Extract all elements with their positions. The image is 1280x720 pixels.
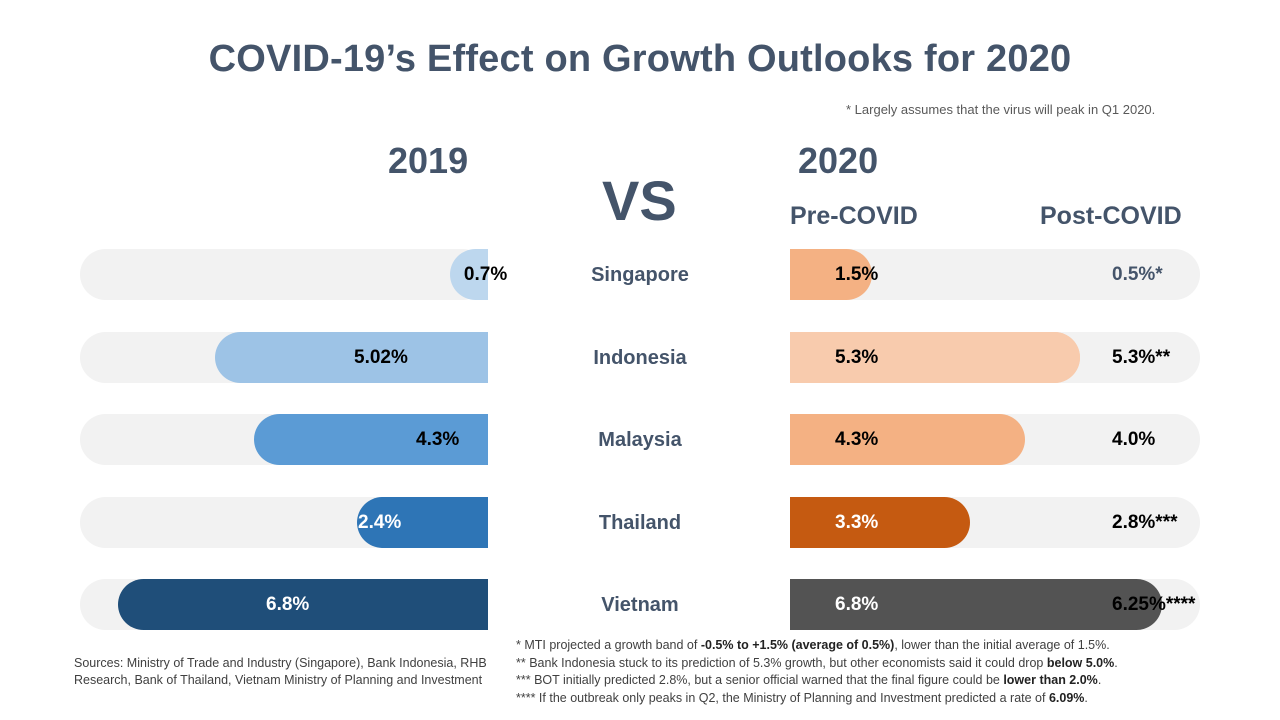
country-indonesia: Indonesia — [593, 346, 687, 369]
country-vietnam: Vietnam — [601, 594, 679, 616]
pre-covid-header: Pre-COVID — [790, 202, 918, 230]
label-post-covid-indonesia: 5.3%** — [1112, 346, 1171, 368]
sources-note: Sources: Ministry of Trade and Industry … — [74, 656, 487, 687]
label-post-covid-singapore: 0.5%* — [1112, 264, 1163, 285]
bar-pre-covid-singapore — [790, 249, 872, 300]
label-pre-covid-thailand: 3.3% — [835, 511, 879, 533]
label-2019-indonesia: 5.02% — [354, 346, 408, 368]
country-singapore: Singapore — [591, 264, 689, 286]
label-2019-singapore: 0.7% — [463, 264, 508, 285]
post-covid-header: Post-COVID — [1040, 202, 1182, 230]
label-post-covid-thailand: 2.8%*** — [1112, 511, 1178, 533]
bar-2019-indonesia — [214, 331, 488, 383]
label-pre-covid-indonesia: 5.3% — [835, 346, 879, 368]
bar-pre-covid-vietnam — [790, 579, 1162, 630]
vs-label: VS — [602, 169, 677, 232]
bar-pre-covid-thailand — [790, 496, 971, 548]
bar-pre-covid-malaysia — [790, 414, 1026, 465]
label-2019-thailand: 2.4% — [358, 511, 402, 533]
label-pre-covid-singapore: 1.5% — [835, 264, 879, 285]
bar-2019-malaysia — [254, 414, 488, 465]
year-2019-header: 2019 — [388, 140, 469, 181]
footnote-3: *** BOT initially predicted 2.8%, but a … — [516, 673, 1102, 687]
bar-2019-thailand — [357, 496, 488, 548]
bar-2019-vietnam — [118, 579, 488, 630]
label-2019-vietnam: 6.8% — [266, 594, 310, 615]
footnote-1: * MTI projected a growth band of -0.5% t… — [516, 638, 1110, 652]
label-2019-malaysia: 4.3% — [416, 429, 460, 450]
label-post-covid-malaysia: 4.0% — [1112, 429, 1156, 450]
bar-pre-covid-indonesia — [790, 331, 1080, 383]
footnotes: * MTI projected a growth band of -0.5% t… — [516, 637, 1216, 707]
label-pre-covid-malaysia: 4.3% — [835, 429, 879, 450]
page-title: COVID-19’s Effect on Growth Outlooks for… — [208, 38, 1072, 80]
label-pre-covid-vietnam: 6.8% — [835, 594, 879, 615]
label-post-covid-vietnam: 6.25%**** — [1112, 594, 1196, 615]
year-2020-header: 2020 — [798, 140, 879, 181]
track-2019-singapore — [80, 249, 488, 300]
bar-2019-singapore — [449, 249, 488, 300]
country-malaysia: Malaysia — [598, 429, 682, 451]
footnote-2: ** Bank Indonesia stuck to its predictio… — [516, 655, 1118, 670]
footnote-4: **** If the outbreak only peaks in Q2, t… — [516, 690, 1088, 705]
assumption-note: * Largely assumes that the virus will pe… — [846, 102, 1156, 117]
country-thailand: Thailand — [598, 511, 682, 534]
